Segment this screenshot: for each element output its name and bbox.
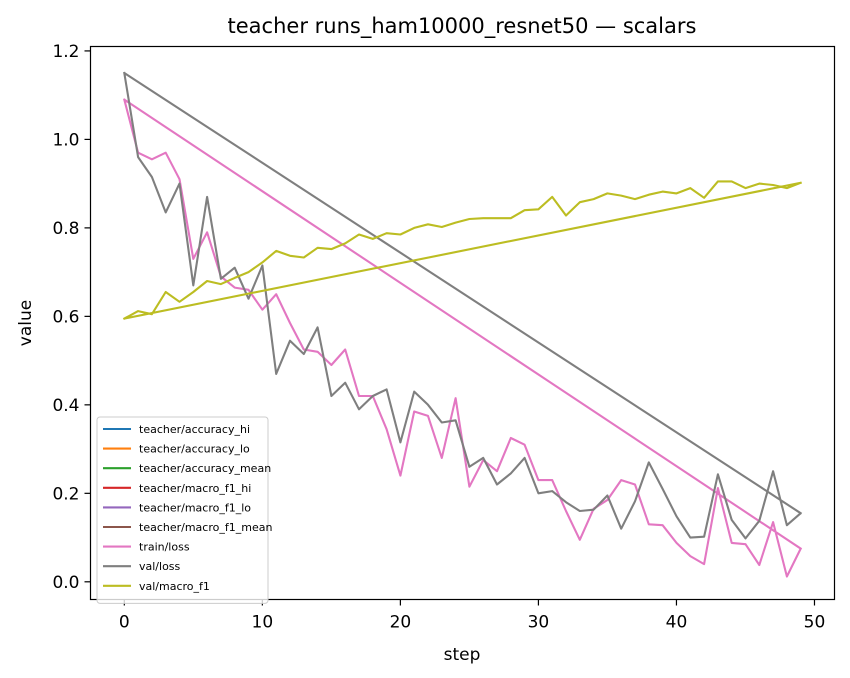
y-tick-label-5: 1.0 — [52, 130, 79, 150]
legend-label-3: teacher/macro_f1_hi — [139, 482, 251, 495]
x-tick-label-0: 0 — [119, 613, 130, 633]
legend-box — [96, 416, 269, 604]
legend-label-8: val/macro_f1 — [139, 580, 210, 593]
legend: teacher/accuracy_hi teacher/accuracy_lote… — [96, 416, 272, 604]
x-tick-label-3: 30 — [528, 613, 550, 633]
y-axis-label: value — [16, 300, 36, 346]
series-line-train-loss — [123, 98, 803, 578]
x-tick-label-4: 40 — [666, 613, 688, 633]
legend-label-6: train/loss — [139, 541, 190, 554]
series-layer — [122, 71, 803, 578]
x-tick-label-2: 20 — [390, 613, 412, 633]
y-tick-label-1: 0.2 — [52, 484, 79, 504]
y-tick-label-4: 0.8 — [52, 219, 79, 239]
x-axis-label: step — [444, 645, 481, 665]
chart-title: teacher runs_ham10000_resnet50 — scalars — [228, 14, 697, 39]
y-tick-label-6: 1.2 — [52, 42, 79, 62]
y-axis: 0.0 0.2 0.4 0.6 0.8 1.0 1.2 — [52, 42, 91, 593]
x-tick-label-5: 50 — [804, 613, 826, 633]
y-tick-label-2: 0.4 — [52, 396, 79, 416]
legend-label-5: teacher/macro_f1_mean — [139, 521, 272, 534]
series-line-val-macro-f1 — [122, 180, 802, 321]
plot-frame — [89, 45, 836, 601]
y-tick-label-3: 0.6 — [52, 307, 79, 327]
legend-label-0: teacher/accuracy_hi — [139, 423, 250, 436]
legend-label-2: teacher/accuracy_mean — [139, 462, 271, 475]
plot-area — [89, 45, 836, 601]
legend-label-7: val/loss — [139, 560, 181, 573]
x-axis: 0 10 20 30 40 50 — [119, 599, 826, 633]
y-tick-label-0: 0.0 — [52, 573, 79, 593]
legend-label-4: teacher/macro_f1_lo — [139, 501, 251, 514]
x-tick-label-1: 10 — [252, 613, 274, 633]
series-line-val-loss — [123, 71, 803, 540]
legend-label-1: teacher/accuracy_lo — [139, 443, 250, 456]
